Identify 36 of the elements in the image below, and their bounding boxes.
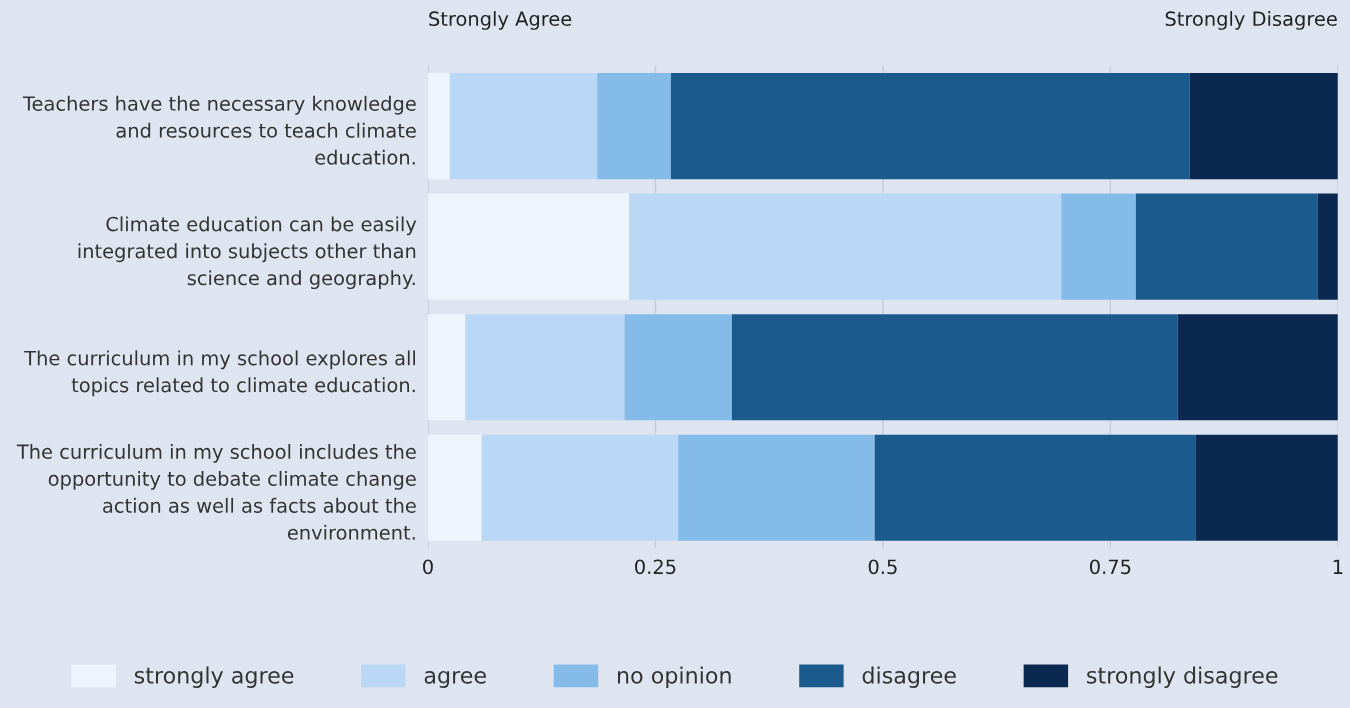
- text: Strongly Agree: [429, 11, 572, 30]
- bar: [427, 314, 466, 421]
- legend-label: strongly disagree: [1087, 666, 1278, 688]
- legend-label: no opinion: [617, 666, 731, 688]
- legend-label: agree: [424, 670, 486, 688]
- bar: [427, 434, 482, 541]
- bar: [465, 314, 625, 421]
- bar: [1135, 193, 1318, 300]
- x-tick-label: 0: [423, 559, 433, 575]
- bar: [427, 193, 630, 300]
- bar: [1177, 314, 1338, 421]
- bar: [1195, 434, 1338, 541]
- y-tick-label: The curriculum in my school explores all topics related to climate education.: [24, 350, 416, 397]
- bar: [1061, 193, 1136, 300]
- bar: [427, 73, 450, 180]
- text: Strongly Disagree: [1165, 11, 1337, 30]
- y-tick-label: Teachers have the necessary knowledge and resources to teach climate education.: [22, 95, 416, 165]
- bar: [1189, 73, 1338, 180]
- bar: [731, 314, 1178, 421]
- bar: [874, 434, 1196, 541]
- bar: [678, 434, 875, 541]
- bar: [670, 73, 1190, 180]
- bar: [629, 193, 1062, 300]
- x-tick-label: 0.25: [635, 559, 676, 575]
- legend-label: disagree: [862, 666, 956, 688]
- bar: [597, 73, 671, 180]
- y-tick-label: The curriculum in my school includes the opportunity to debate climate change action as well as facts about the environment.: [16, 443, 416, 540]
- bar: [449, 73, 598, 180]
- x-tick-label: 0.75: [1090, 559, 1131, 575]
- bar: [1317, 193, 1338, 300]
- bar: [481, 434, 679, 541]
- legend-label: strongly agree: [134, 666, 294, 688]
- x-tick-label: 1: [1333, 559, 1343, 574]
- bar: [624, 314, 732, 421]
- x-tick-label: 0.5: [868, 559, 897, 575]
- y-tick-label: Climate education can be easily integrated into subjects other than science and geography.: [78, 216, 417, 290]
